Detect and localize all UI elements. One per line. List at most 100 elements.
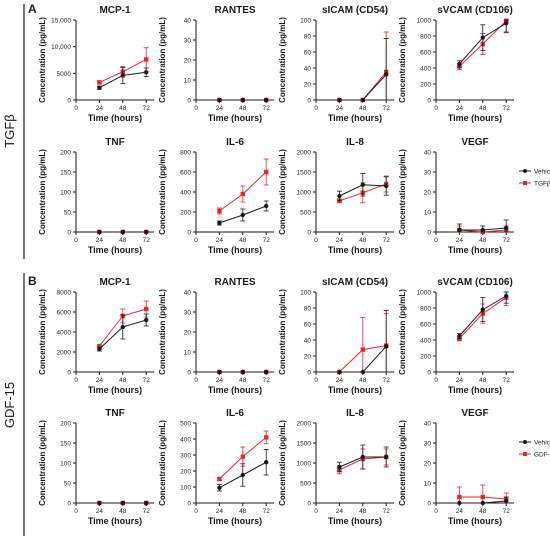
series-vehicle	[456, 19, 509, 68]
y-tick-label: 10	[184, 350, 192, 357]
y-tick-label: 6000	[57, 310, 72, 317]
x-tick-label: 72	[263, 105, 271, 112]
section-label-b: B	[28, 274, 37, 288]
data-point	[240, 454, 245, 459]
y-tick-label: 20	[184, 58, 192, 65]
series-vehicle	[336, 173, 389, 202]
y-tick-label: 0	[427, 370, 431, 377]
y-tick-label: 40	[184, 18, 192, 25]
x-tick-label: 24	[456, 237, 464, 244]
data-point	[504, 293, 509, 299]
x-tick-label: 24	[456, 377, 464, 384]
x-tick-label: 24	[456, 508, 464, 515]
data-point	[97, 343, 102, 349]
data-point	[384, 183, 389, 189]
data-point	[457, 500, 462, 506]
x-tick-label: 72	[143, 508, 151, 515]
x-axis-label: Time (hours)	[328, 113, 382, 123]
data-point	[217, 485, 222, 490]
x-axis-label: Time (hours)	[448, 245, 502, 255]
x-tick-label: 48	[479, 377, 487, 384]
x-tick-label: 24	[96, 237, 104, 244]
x-tick-label: 24	[216, 105, 224, 112]
data-point	[337, 97, 342, 103]
y-tick-label: 20	[304, 82, 312, 89]
x-tick-label: 72	[383, 237, 391, 244]
y-tick-label: 200	[180, 210, 191, 217]
y-tick-label: 50	[64, 481, 72, 488]
data-point	[337, 193, 342, 199]
chart-title: sICAM (CD54)	[322, 5, 388, 16]
y-tick-label: 0	[307, 501, 311, 508]
y-tick-label: 600	[180, 170, 191, 177]
data-point	[360, 454, 365, 460]
x-tick-label: 0	[194, 377, 198, 384]
x-tick-label: 24	[336, 237, 344, 244]
data-point	[240, 97, 245, 103]
chart-panel: sVCAM (CD106) 0 200 400 600 800 1000 0 24 48 72Tim…	[398, 277, 514, 395]
x-tick-label: 72	[143, 237, 151, 244]
y-tick-label: 500	[180, 421, 191, 428]
y-tick-label: 500	[300, 481, 311, 488]
data-point	[264, 435, 269, 440]
x-tick-label: 0	[314, 508, 318, 515]
legend-label: Vehicle	[534, 440, 550, 447]
x-tick-label: 0	[434, 237, 438, 244]
series-vehicle	[96, 313, 149, 352]
x-tick-label: 24	[336, 508, 344, 515]
y-axis-label: Concentration (pg/mL)	[38, 17, 47, 103]
y-axis-label: Concentration (pg/mL)	[158, 149, 167, 235]
x-axis-label: Time (hours)	[328, 245, 382, 255]
chart-title: IL-6	[226, 408, 244, 419]
chart-title: MCP-1	[99, 277, 131, 288]
data-point	[264, 169, 269, 175]
data-point	[264, 203, 269, 209]
x-tick-label: 0	[194, 105, 198, 112]
x-axis-label: Time (hours)	[328, 516, 382, 526]
y-tick-label: 0	[427, 230, 431, 237]
y-tick-label: 10,000	[51, 44, 71, 51]
chart-title: sICAM (CD54)	[322, 277, 388, 288]
chart-title: TNF	[105, 408, 124, 419]
y-tick-label: 10	[424, 210, 432, 217]
y-tick-label: 1000	[297, 461, 312, 468]
chart-title: sVCAM (CD106)	[437, 277, 513, 288]
y-axis-label: Concentration (pg/mL)	[398, 289, 407, 375]
y-tick-label: 1000	[297, 190, 312, 197]
y-tick-label: 2000	[57, 350, 72, 357]
y-axis-label: Concentration (pg/mL)	[398, 149, 407, 235]
y-tick-label: 200	[180, 469, 191, 476]
x-tick-label: 48	[359, 105, 367, 112]
y-tick-label: 10	[184, 78, 192, 85]
y-tick-label: 400	[180, 190, 191, 197]
x-tick-label: 24	[96, 105, 104, 112]
y-axis-label: Concentration (pg/mL)	[38, 289, 47, 375]
y-tick-label: 200	[60, 150, 71, 157]
x-tick-label: 72	[143, 377, 151, 384]
data-point	[217, 476, 222, 482]
y-axis-label: Concentration (pg/mL)	[38, 149, 47, 235]
y-tick-label: 0	[307, 370, 311, 377]
data-point	[504, 225, 509, 231]
y-axis-label: Concentration (pg/mL)	[278, 149, 287, 235]
x-tick-label: 48	[239, 105, 247, 112]
y-tick-label: 800	[420, 306, 431, 313]
data-point	[384, 72, 389, 77]
chart-title: sVCAM (CD106)	[437, 5, 513, 16]
y-tick-label: 20	[424, 190, 432, 197]
y-tick-label: 2000	[297, 421, 312, 428]
x-axis-label: Time (hours)	[448, 516, 502, 526]
x-tick-label: 24	[96, 377, 104, 384]
chart-title: RANTES	[214, 5, 255, 16]
y-tick-label: 10	[424, 481, 432, 488]
chart-panel: sVCAM (CD106) 0 200 400 600 800 1000 0 24 48 72Tim…	[398, 5, 514, 123]
data-point	[217, 369, 222, 375]
y-tick-label: 40	[184, 290, 192, 297]
x-tick-label: 0	[434, 377, 438, 384]
